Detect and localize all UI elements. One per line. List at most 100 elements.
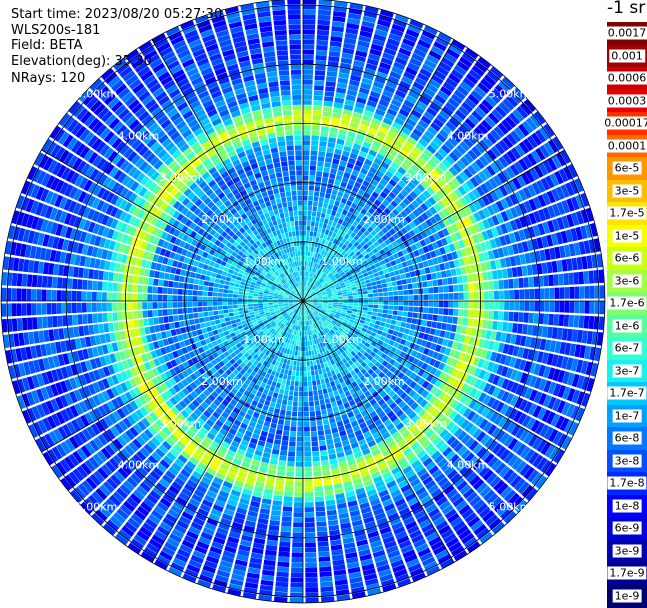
beta-cell xyxy=(311,247,314,252)
beta-cell xyxy=(315,65,326,71)
beta-cell xyxy=(330,168,337,174)
beta-cell xyxy=(483,311,488,319)
beta-cell xyxy=(318,430,324,436)
beta-cell xyxy=(408,307,413,312)
beta-cell xyxy=(304,381,308,386)
beta-cell xyxy=(365,318,370,322)
beta-cell xyxy=(303,346,305,351)
beta-cell xyxy=(304,376,308,381)
beta-cell xyxy=(316,217,320,222)
beta-cell xyxy=(442,316,448,323)
beta-cell xyxy=(305,577,317,582)
beta-cell xyxy=(316,45,328,51)
beta-cell xyxy=(280,384,285,390)
beta-cell xyxy=(304,442,310,447)
beta-cell xyxy=(304,392,308,397)
beta-cell xyxy=(589,286,594,299)
beta-cell xyxy=(313,360,317,365)
beta-cell xyxy=(318,369,322,375)
beta-cell xyxy=(295,381,299,386)
beta-cell xyxy=(503,280,509,289)
beta-cell xyxy=(458,284,463,291)
beta-cell xyxy=(293,361,296,366)
beta-cell xyxy=(558,314,564,326)
beta-cell xyxy=(329,215,334,221)
beta-cell xyxy=(388,267,394,273)
beta-cell xyxy=(590,301,595,314)
beta-cell xyxy=(314,476,322,481)
beta-cell xyxy=(304,472,312,477)
beta-cell xyxy=(286,380,290,385)
beta-cell xyxy=(298,412,303,417)
beta-cell xyxy=(410,271,416,277)
beta-cell xyxy=(508,312,513,322)
beta-cell xyxy=(303,216,307,221)
beta-cell xyxy=(288,451,295,456)
beta-cell xyxy=(507,323,513,333)
beta-cell xyxy=(298,407,303,412)
beta-cell xyxy=(564,287,569,299)
beta-cell xyxy=(404,267,410,273)
beta-cell xyxy=(518,278,524,288)
beta-cell xyxy=(585,301,590,314)
beta-cell xyxy=(320,404,326,410)
beta-cell xyxy=(310,231,314,236)
beta-cell xyxy=(303,120,311,125)
beta-cell xyxy=(492,321,498,330)
beta-cell xyxy=(414,301,419,306)
beta-cell xyxy=(362,310,367,314)
beta-cell xyxy=(433,287,438,293)
beta-cell xyxy=(569,287,574,299)
beta-cell xyxy=(305,552,316,557)
beta-cell xyxy=(569,315,575,327)
beta-cell xyxy=(320,581,333,587)
beta-cell xyxy=(305,567,317,572)
beta-cell xyxy=(333,299,338,301)
beta-cell xyxy=(361,317,366,321)
beta-cell xyxy=(378,305,383,309)
beta-cell xyxy=(318,20,331,26)
beta-cell xyxy=(311,140,318,145)
beta-cell xyxy=(326,81,336,87)
beta-cell xyxy=(305,497,314,502)
beta-cell xyxy=(492,270,498,279)
beta-cell xyxy=(588,271,594,284)
beta-cell xyxy=(324,219,329,225)
beta-cell xyxy=(299,341,301,346)
beta-cell xyxy=(314,481,322,486)
beta-cell xyxy=(270,515,280,521)
beta-cell xyxy=(398,291,403,296)
beta-cell xyxy=(277,378,282,384)
beta-cell xyxy=(459,301,464,308)
beta-cell xyxy=(509,301,514,310)
beta-cell xyxy=(385,323,391,328)
beta-cell xyxy=(323,389,328,395)
beta-cell xyxy=(303,206,307,211)
beta-cell xyxy=(312,446,319,451)
beta-cell xyxy=(280,450,287,456)
beta-cell xyxy=(322,368,326,374)
beta-cell xyxy=(310,156,317,161)
beta-cell xyxy=(284,420,290,426)
beta-cell xyxy=(292,406,297,411)
beta-cell xyxy=(317,385,322,390)
beta-cell xyxy=(303,326,304,331)
beta-cell xyxy=(389,324,395,329)
beta-cell xyxy=(327,444,334,450)
beta-cell xyxy=(305,532,316,537)
beta-cell xyxy=(326,152,333,158)
beta-cell xyxy=(514,290,519,300)
beta-cell xyxy=(282,511,292,516)
beta-cell xyxy=(428,287,433,293)
beta-cell xyxy=(312,381,316,386)
beta-cell xyxy=(381,318,387,323)
beta-cell xyxy=(290,381,294,386)
beta-cell xyxy=(317,364,321,369)
beta-cell xyxy=(373,308,378,312)
beta-cell xyxy=(569,301,574,313)
beta-cell xyxy=(482,320,488,329)
beta-cell xyxy=(294,512,304,517)
beta-cell xyxy=(338,297,343,299)
beta-cell xyxy=(274,408,280,414)
beta-cell xyxy=(297,442,303,447)
